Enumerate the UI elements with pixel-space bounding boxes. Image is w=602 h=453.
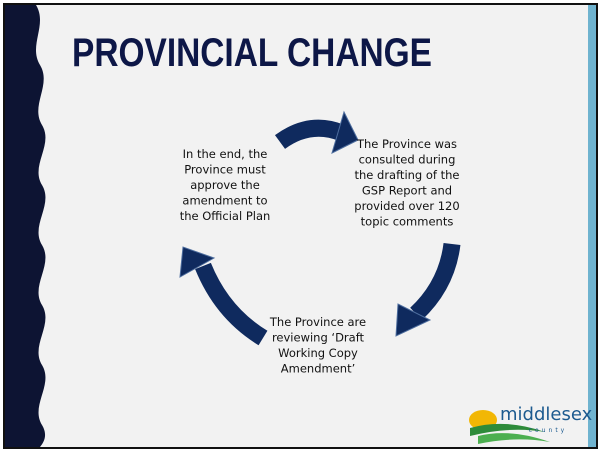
logo-name: middlesex — [500, 404, 593, 425]
node-text: Amendment’ — [281, 362, 355, 376]
node-text: reviewing ‘Draft — [272, 331, 365, 345]
logo: middlesex county — [469, 404, 593, 444]
arrowhead-top — [331, 110, 359, 154]
arrowhead-right — [395, 303, 432, 337]
cycle-arrows — [195, 119, 461, 346]
node-text: approve the — [190, 178, 260, 192]
arrowhead-left — [179, 246, 216, 278]
side-band — [5, 5, 46, 447]
arrow-top — [274, 119, 346, 150]
node-text: consulted during — [359, 153, 456, 167]
node-text: topic comments — [361, 215, 454, 229]
node-text: GSP Report and — [362, 184, 452, 198]
node-text: Working Copy — [278, 346, 358, 360]
node-text: The Province was — [356, 137, 457, 151]
slide-frame — [3, 3, 598, 449]
node-text: In the end, the — [183, 147, 268, 161]
logo-sub: county — [529, 427, 567, 434]
node-text: The Province are — [269, 315, 366, 329]
node-text: amendment to — [182, 194, 267, 208]
side-strip — [588, 5, 596, 447]
logo-hill — [478, 433, 550, 444]
arrow-right — [410, 242, 461, 321]
node-text: Province must — [184, 163, 266, 177]
slide-title: PROVINCIAL CHANGE — [72, 31, 432, 75]
node-text: the drafting of the — [354, 168, 459, 182]
node-text: the Official Plan — [180, 209, 271, 223]
arrow-left — [195, 262, 268, 346]
logo-hill — [470, 423, 545, 436]
node-text: provided over 120 — [354, 199, 459, 213]
